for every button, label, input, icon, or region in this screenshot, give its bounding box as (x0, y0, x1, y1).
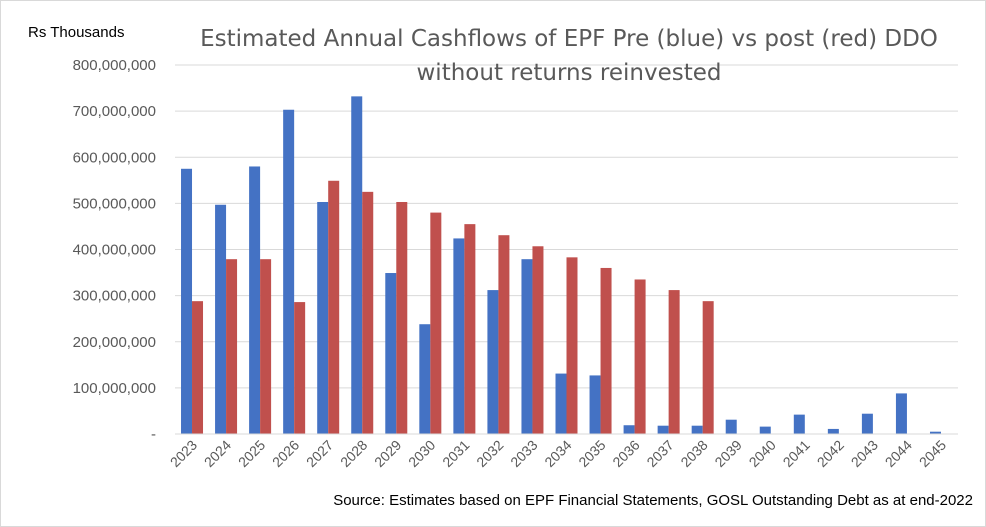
bar-series-1-2036 (623, 425, 635, 434)
bar-series-1-2023 (181, 168, 193, 434)
y-tick-labels: - 100,000,000 200,000,000 300,000,000 400,00… (73, 57, 156, 443)
bar-series-1-2027 (317, 201, 329, 434)
bar-series-1-2028 (351, 96, 363, 435)
x-tick-label: 2030 (405, 437, 438, 470)
bar-series-1-2037 (657, 425, 669, 434)
bar-series-1-2024 (215, 204, 227, 434)
bar-series-1-2031 (453, 238, 465, 434)
y-tick-label: 300,000,000 (73, 288, 156, 305)
y-tick-label: 200,000,000 (73, 334, 156, 351)
y-tick-label: 800,000,000 (73, 57, 156, 74)
bar-series-2-2029 (396, 201, 408, 434)
y-tick-label: 700,000,000 (73, 103, 156, 120)
bar-series-2-2036 (634, 279, 646, 434)
y-tick-label: 500,000,000 (73, 195, 156, 212)
x-tick-label: 2039 (711, 437, 744, 470)
y-tick-label: 400,000,000 (73, 242, 156, 259)
bar-series-2-2031 (464, 224, 476, 434)
x-tick-label: 2042 (814, 437, 847, 470)
bar-series-1-2044 (895, 393, 907, 434)
x-tick-label: 2041 (780, 437, 813, 470)
bar-series-2-2028 (362, 191, 374, 434)
bar-series-2-2033 (532, 246, 544, 434)
x-tick-label: 2024 (201, 437, 234, 470)
x-tick-label: 2033 (507, 437, 540, 470)
x-tick-label: 2025 (235, 437, 268, 470)
bar-series-2-2024 (226, 259, 238, 434)
x-tick-label: 2023 (167, 437, 200, 470)
x-tick-label: 2032 (473, 437, 506, 470)
x-tick-label: 2038 (677, 437, 710, 470)
bar-series-2-2027 (328, 180, 340, 434)
x-tick-label: 2043 (848, 437, 881, 470)
bar-series-1-2042 (827, 428, 839, 434)
bar-series-2-2026 (294, 302, 306, 434)
x-tick-label: 2028 (337, 437, 370, 470)
bar-series-2-2032 (498, 235, 510, 434)
bar-series-2-2034 (566, 257, 578, 434)
x-tick-label: 2044 (882, 437, 915, 470)
x-tick-label: 2026 (269, 437, 302, 470)
bar-series-1-2034 (555, 373, 567, 434)
y-tick-label: - (151, 426, 156, 443)
x-tick-label: 2031 (439, 437, 472, 470)
bar-series-1-2040 (759, 426, 771, 434)
x-tick-label: 2036 (609, 437, 642, 470)
x-tick-label: 2035 (575, 437, 608, 470)
x-tick-label: 2034 (541, 437, 574, 470)
x-tick-label: 2029 (371, 437, 404, 470)
x-tick-label: 2045 (916, 437, 949, 470)
bar-series-2-2023 (192, 301, 204, 434)
bar-series-2-2030 (430, 212, 442, 434)
bar-series-1-2039 (725, 419, 737, 434)
bar-series-1-2026 (283, 109, 295, 435)
bar-series-1-2045 (929, 431, 941, 434)
bar-series-1-2033 (521, 259, 533, 434)
x-tick-label: 2027 (303, 437, 336, 470)
bar-series-1-2038 (691, 425, 703, 434)
source-note: Source: Estimates based on EPF Financial… (333, 492, 973, 509)
bar-series-1-2035 (589, 375, 601, 434)
x-tick-label: 2037 (643, 437, 676, 470)
x-tick-labels: 2023 2024 2025 2026 2027 2028 2029 2030 2031 2032… (167, 437, 949, 470)
y-tick-label: 100,000,000 (73, 380, 156, 397)
bar-series-2-2025 (260, 259, 272, 434)
bars (181, 96, 941, 435)
bar-series-1-2041 (793, 414, 805, 434)
bar-series-2-2035 (600, 267, 612, 434)
bar-series-1-2043 (861, 413, 873, 434)
bar-series-1-2029 (385, 273, 397, 434)
y-tick-label: 600,000,000 (73, 149, 156, 166)
bar-series-1-2030 (419, 324, 431, 434)
bar-series-1-2032 (487, 290, 499, 434)
x-tick-label: 2040 (746, 437, 779, 470)
y-axis-label: Rs Thousands (28, 24, 124, 41)
bar-series-2-2038 (702, 301, 714, 434)
chart-title-line-2: without returns reinvested (417, 60, 722, 86)
bar-series-2-2037 (668, 290, 680, 434)
bar-series-1-2025 (249, 166, 261, 434)
chart-title-line-1: Estimated Annual Cashflows of EPF Pre (b… (200, 26, 938, 52)
